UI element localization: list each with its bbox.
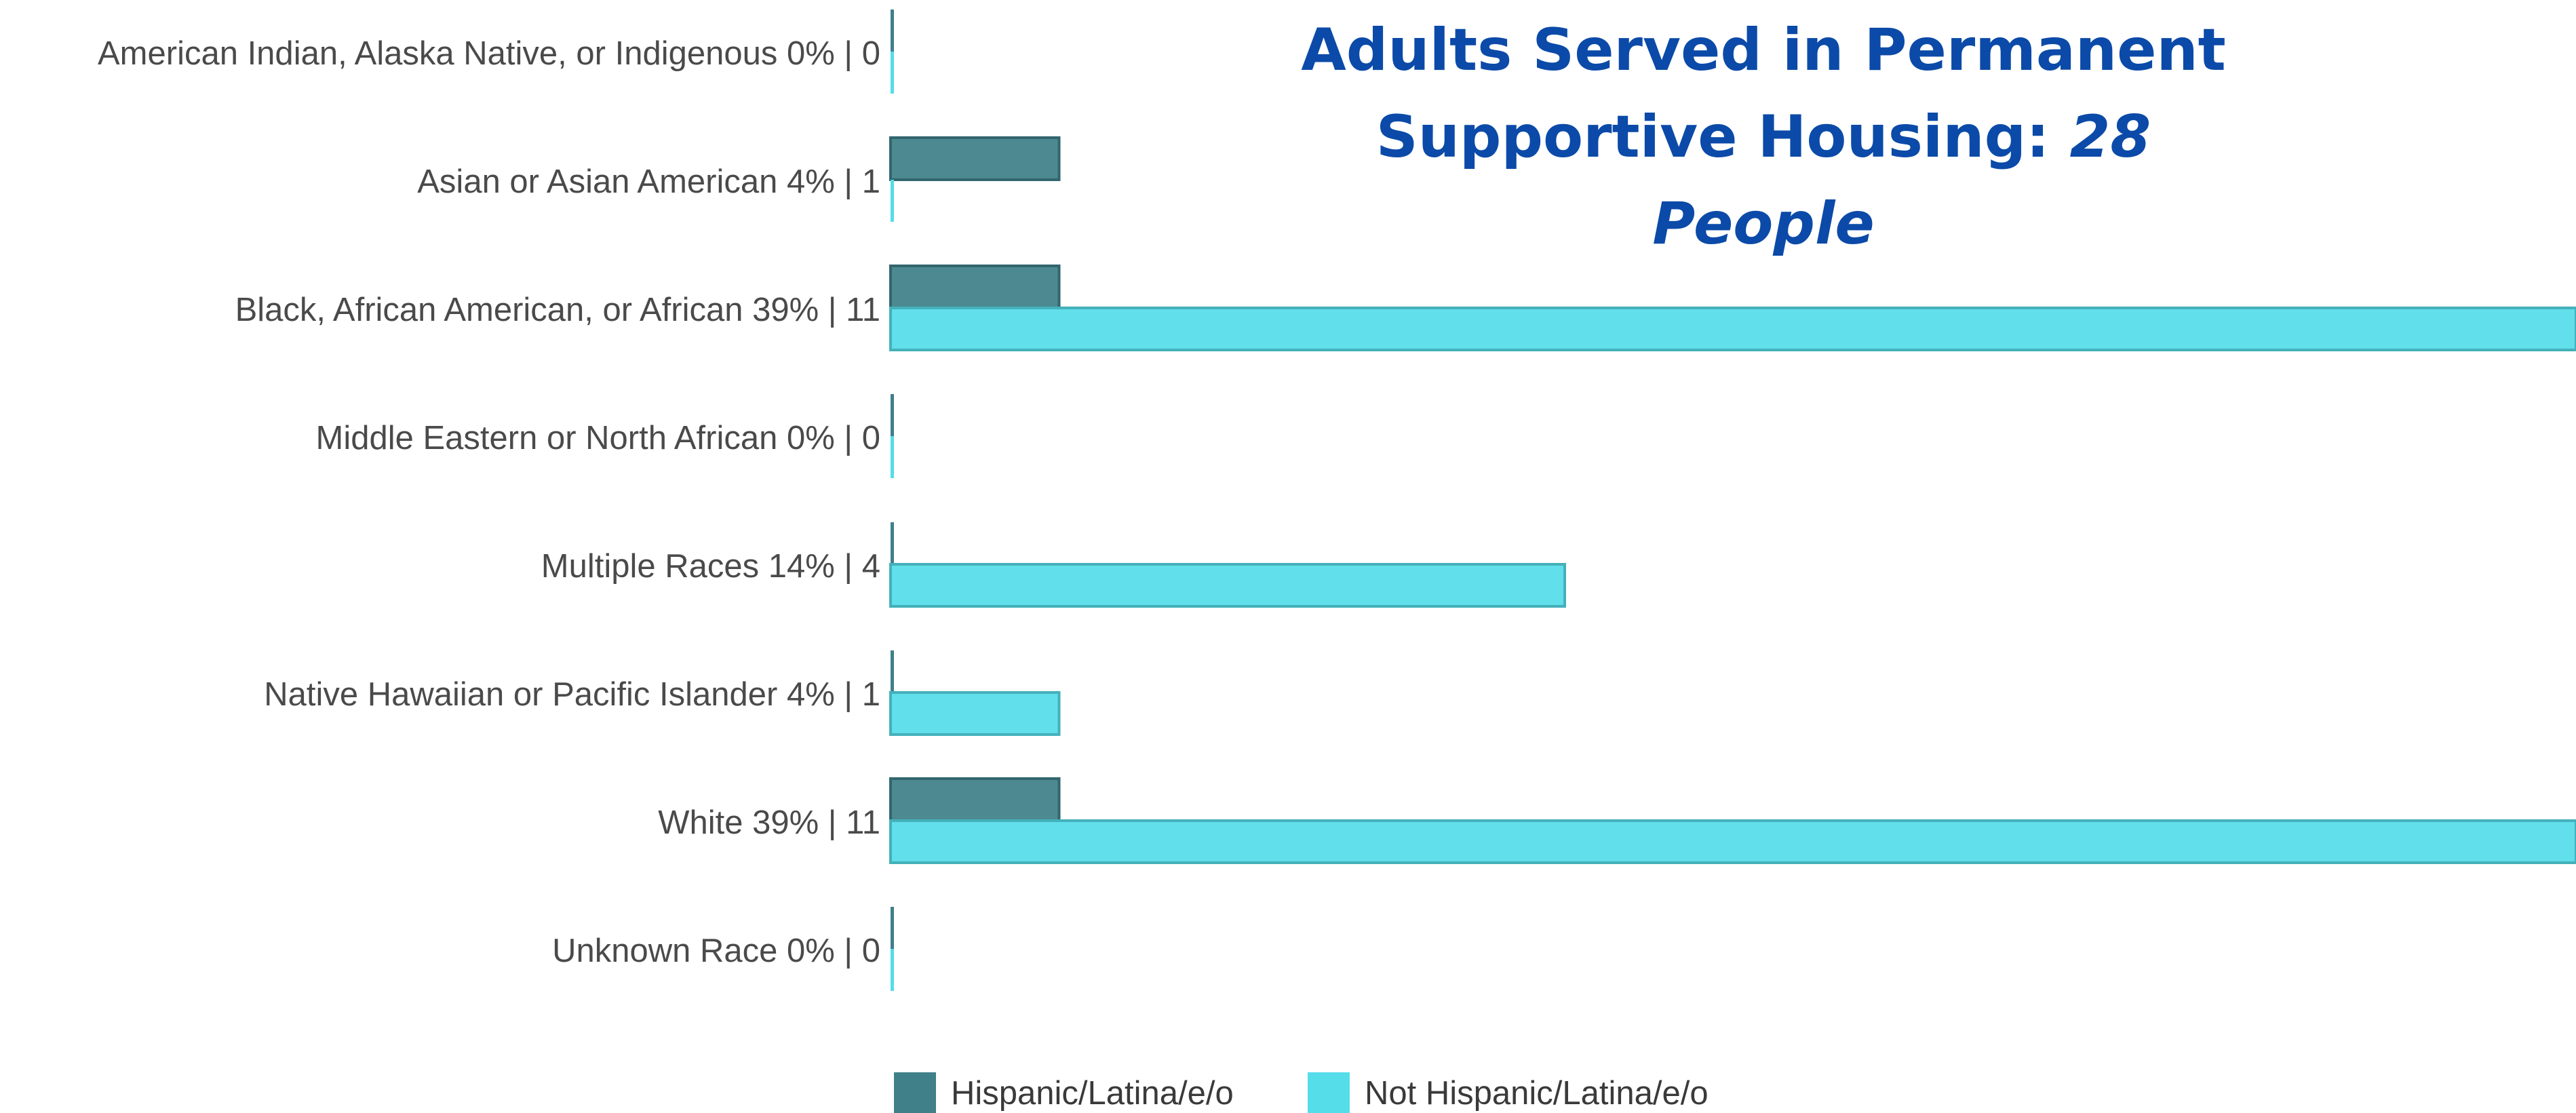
legend-swatch (894, 1072, 936, 1113)
category-label: White 39% | 11 (658, 804, 880, 841)
bar-hispanic (891, 9, 894, 52)
chart-title: Adults Served in Permanent Supportive Ho… (1262, 7, 2265, 267)
bar-hispanic (889, 265, 1061, 309)
title-line-2-prefix: Supportive Housing: (1375, 103, 2070, 171)
title-people-count: 28 People (1652, 103, 2151, 258)
category-label: Unknown Race 0% | 0 (552, 933, 880, 969)
bar-not-hispanic (891, 436, 894, 478)
category-label: Black, African American, or African 39% … (235, 292, 880, 328)
bar-not-hispanic (891, 180, 894, 222)
bar-hispanic (889, 777, 1061, 822)
category-label: American Indian, Alaska Native, or Indig… (98, 35, 880, 72)
bar-hispanic (891, 394, 894, 436)
bar-hispanic (891, 907, 894, 949)
bar-hispanic (889, 136, 1061, 181)
title-line-1: Adults Served in Permanent (1301, 16, 2226, 84)
bar-not-hispanic (889, 307, 2576, 351)
category-label: Multiple Races 14% | 4 (541, 548, 880, 585)
bars (889, 9, 2576, 991)
legend-label: Hispanic/Latina/e/o (951, 1075, 1234, 1112)
category-label: Native Hawaiian or Pacific Islander 4% |… (264, 676, 880, 713)
category-label: Middle Eastern or North African 0% | 0 (316, 420, 881, 456)
category-label: Asian or Asian American 4% | 1 (417, 163, 880, 200)
legend-swatch (1308, 1072, 1350, 1113)
bar-not-hispanic (891, 52, 894, 94)
bar-hispanic (891, 522, 894, 564)
legend-label: Not Hispanic/Latina/e/o (1365, 1075, 1709, 1112)
category-labels: American Indian, Alaska Native, or Indig… (98, 35, 880, 969)
bar-not-hispanic (889, 563, 1566, 608)
bar-not-hispanic (891, 949, 894, 991)
legend: Hispanic/Latina/e/o Not Hispanic/Latina/e… (894, 1072, 1709, 1113)
bar-not-hispanic (889, 819, 2576, 864)
bar-not-hispanic (889, 691, 1061, 736)
bar-hispanic (891, 650, 894, 692)
title-line-2: Supportive Housing: 28 People (1262, 94, 2265, 267)
